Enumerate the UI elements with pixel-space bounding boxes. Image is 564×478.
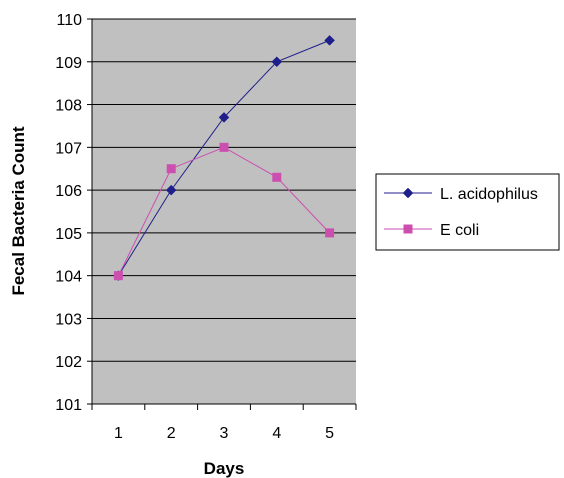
- data-point-square: [219, 142, 229, 152]
- legend-marker: [403, 224, 413, 234]
- x-tick-labels: 1 2 3 4 5: [114, 425, 334, 442]
- data-point-diamond: [324, 35, 335, 46]
- x-tick-label: 1: [114, 425, 123, 442]
- y-tick-label: 110: [56, 12, 82, 29]
- legend-items: L. acidophilus E coli: [384, 186, 538, 239]
- y-tick-label: 104: [55, 269, 82, 286]
- y-tick-label: 107: [55, 140, 82, 157]
- data-point-square: [166, 164, 176, 174]
- y-tick-labels: 101 102 103 104 105 106 107 108 109 110: [55, 12, 82, 414]
- y-tick-label: 101: [55, 397, 82, 414]
- data-point-diamond: [165, 184, 177, 196]
- x-tick-label: 5: [325, 425, 334, 442]
- data-point-square: [325, 228, 335, 238]
- legend: L. acidophilus E coli: [375, 173, 560, 251]
- y-tick-label: 102: [55, 354, 82, 371]
- x-tick-label: 4: [272, 425, 281, 442]
- y-tick-label: 103: [55, 311, 82, 328]
- data-point-diamond: [271, 56, 283, 68]
- legend-label: L. acidophilus: [440, 186, 538, 203]
- y-tick-label: 109: [55, 55, 82, 72]
- legend-marker: [402, 187, 414, 199]
- x-tick-label: 3: [220, 425, 229, 442]
- y-tick-label: 105: [55, 226, 82, 243]
- series-layer: [113, 35, 335, 282]
- axes: [87, 18, 357, 410]
- y-tick-label: 108: [55, 98, 82, 115]
- y-tick-label: 106: [55, 183, 82, 200]
- data-point-square: [272, 172, 282, 182]
- data-point-square: [113, 271, 123, 281]
- data-point-diamond: [218, 112, 230, 123]
- plot-area: [92, 19, 356, 404]
- x-tick-label: 2: [167, 425, 176, 442]
- legend-box: [375, 173, 560, 251]
- x-axis-title: Days: [204, 459, 245, 478]
- y-axis-title: Fecal Bacteria Count: [9, 126, 28, 295]
- legend-label: E coli: [440, 222, 479, 239]
